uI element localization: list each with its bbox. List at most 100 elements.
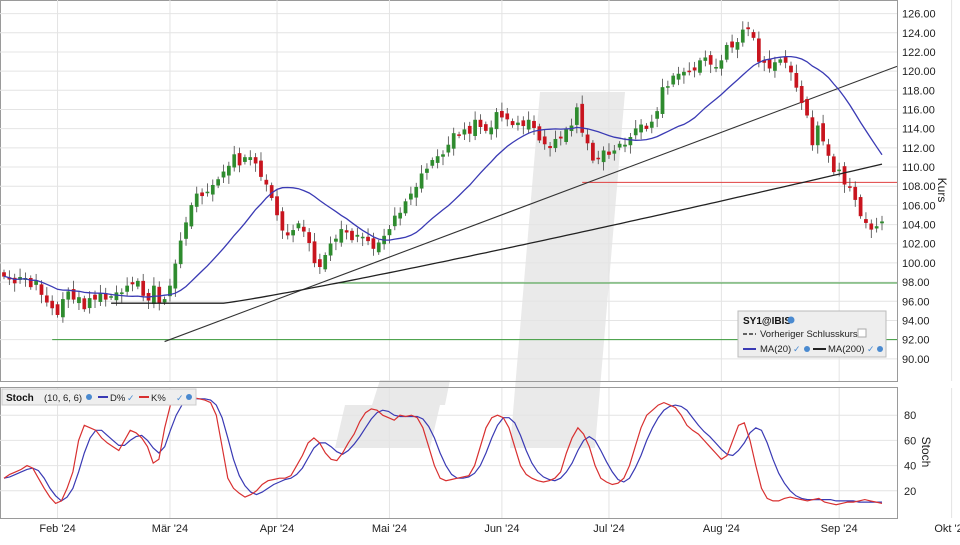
ma200-settings-icon[interactable] (877, 346, 883, 352)
candle (307, 232, 312, 244)
x-tick-label: Jul '24 (593, 523, 624, 535)
candle (574, 107, 579, 125)
candle (783, 57, 788, 63)
candle (826, 144, 831, 156)
candle (168, 285, 172, 297)
candle (628, 137, 633, 146)
candle (815, 125, 820, 146)
candle (644, 125, 649, 129)
candle (655, 111, 660, 119)
candle (516, 122, 520, 126)
candle (869, 223, 874, 230)
candle (526, 119, 531, 130)
candle (371, 238, 376, 249)
candle (837, 169, 842, 172)
candle (703, 57, 708, 61)
ma200-line (111, 163, 883, 304)
candle (296, 223, 301, 229)
stoch-panel (0, 387, 898, 519)
candle (312, 241, 317, 264)
stoch-params: (10, 6, 6) (44, 393, 82, 404)
legend-checkbox[interactable] (857, 328, 867, 338)
symbol-settings-icon[interactable] (787, 316, 795, 324)
candle (221, 171, 226, 178)
candle (178, 240, 183, 265)
ma200-check-icon[interactable]: ✓ (867, 344, 875, 354)
candle (735, 42, 740, 50)
stoch-settings-icon[interactable] (86, 394, 92, 400)
k-settings-icon[interactable] (186, 394, 192, 400)
candle (767, 58, 772, 69)
candle (71, 289, 76, 300)
candle (441, 154, 445, 157)
candle (98, 293, 103, 302)
candle (93, 294, 97, 300)
price-tick-label: 90.00 (902, 354, 930, 366)
candle (103, 293, 108, 300)
ma20-line (3, 55, 883, 298)
price-tick-label: 124.00 (902, 28, 936, 40)
candle (66, 291, 71, 300)
candle (639, 124, 643, 133)
candle (874, 226, 879, 229)
candle (77, 297, 81, 304)
candle (82, 298, 87, 310)
candle (226, 165, 231, 176)
candle (505, 113, 510, 120)
candle (580, 103, 585, 133)
candle (510, 121, 515, 126)
candle (724, 44, 729, 60)
candle (55, 304, 60, 315)
stoch-d-line (3, 398, 882, 503)
candle (601, 150, 606, 163)
trend-line (164, 65, 898, 343)
price-tick-label: 92.00 (902, 335, 930, 347)
candle (810, 117, 815, 146)
candle (318, 259, 322, 268)
d-check-icon[interactable]: ✓ (127, 393, 135, 403)
candle (848, 186, 852, 188)
price-tick-label: 100.00 (902, 258, 936, 270)
x-tick-label: Aug '24 (703, 523, 740, 535)
candle (623, 144, 627, 147)
price-legend: SY1@IBIS Vorheriger Schlusskurs MA(20) ✓… (737, 310, 887, 358)
candle (125, 285, 129, 292)
price-tick-label: 112.00 (902, 143, 935, 155)
candle (740, 29, 745, 43)
ma20-check-icon[interactable]: ✓ (793, 344, 801, 354)
candle (189, 205, 194, 227)
candle (542, 136, 547, 145)
candle (425, 168, 429, 173)
price-tick-label: 94.00 (902, 315, 930, 327)
candle (633, 128, 638, 136)
candle (842, 166, 847, 185)
candle (451, 133, 456, 149)
candle (39, 284, 44, 295)
stoch-legend-k: K% (151, 393, 166, 404)
candle (34, 280, 38, 285)
candle (409, 193, 413, 200)
candle (831, 156, 836, 173)
candle (130, 282, 135, 285)
candle (671, 75, 676, 85)
price-tick-label: 110.00 (902, 162, 935, 174)
stoch-title: Stoch (6, 393, 34, 404)
price-panel (0, 0, 898, 382)
candle (730, 41, 734, 48)
candle (210, 184, 215, 195)
candle (698, 60, 702, 73)
candle (558, 136, 563, 139)
candle (821, 123, 825, 142)
candle (660, 87, 665, 114)
candle (264, 179, 269, 185)
candle (805, 99, 809, 116)
candle (350, 230, 354, 241)
candle (532, 120, 536, 128)
ma20-settings-icon[interactable] (804, 346, 810, 352)
x-tick-label: Feb '24 (39, 523, 75, 535)
candle (687, 70, 692, 73)
x-tick-label: Apr '24 (260, 523, 295, 535)
candle (114, 292, 119, 301)
k-check-icon[interactable]: ✓ (176, 393, 184, 403)
candle (162, 299, 167, 303)
